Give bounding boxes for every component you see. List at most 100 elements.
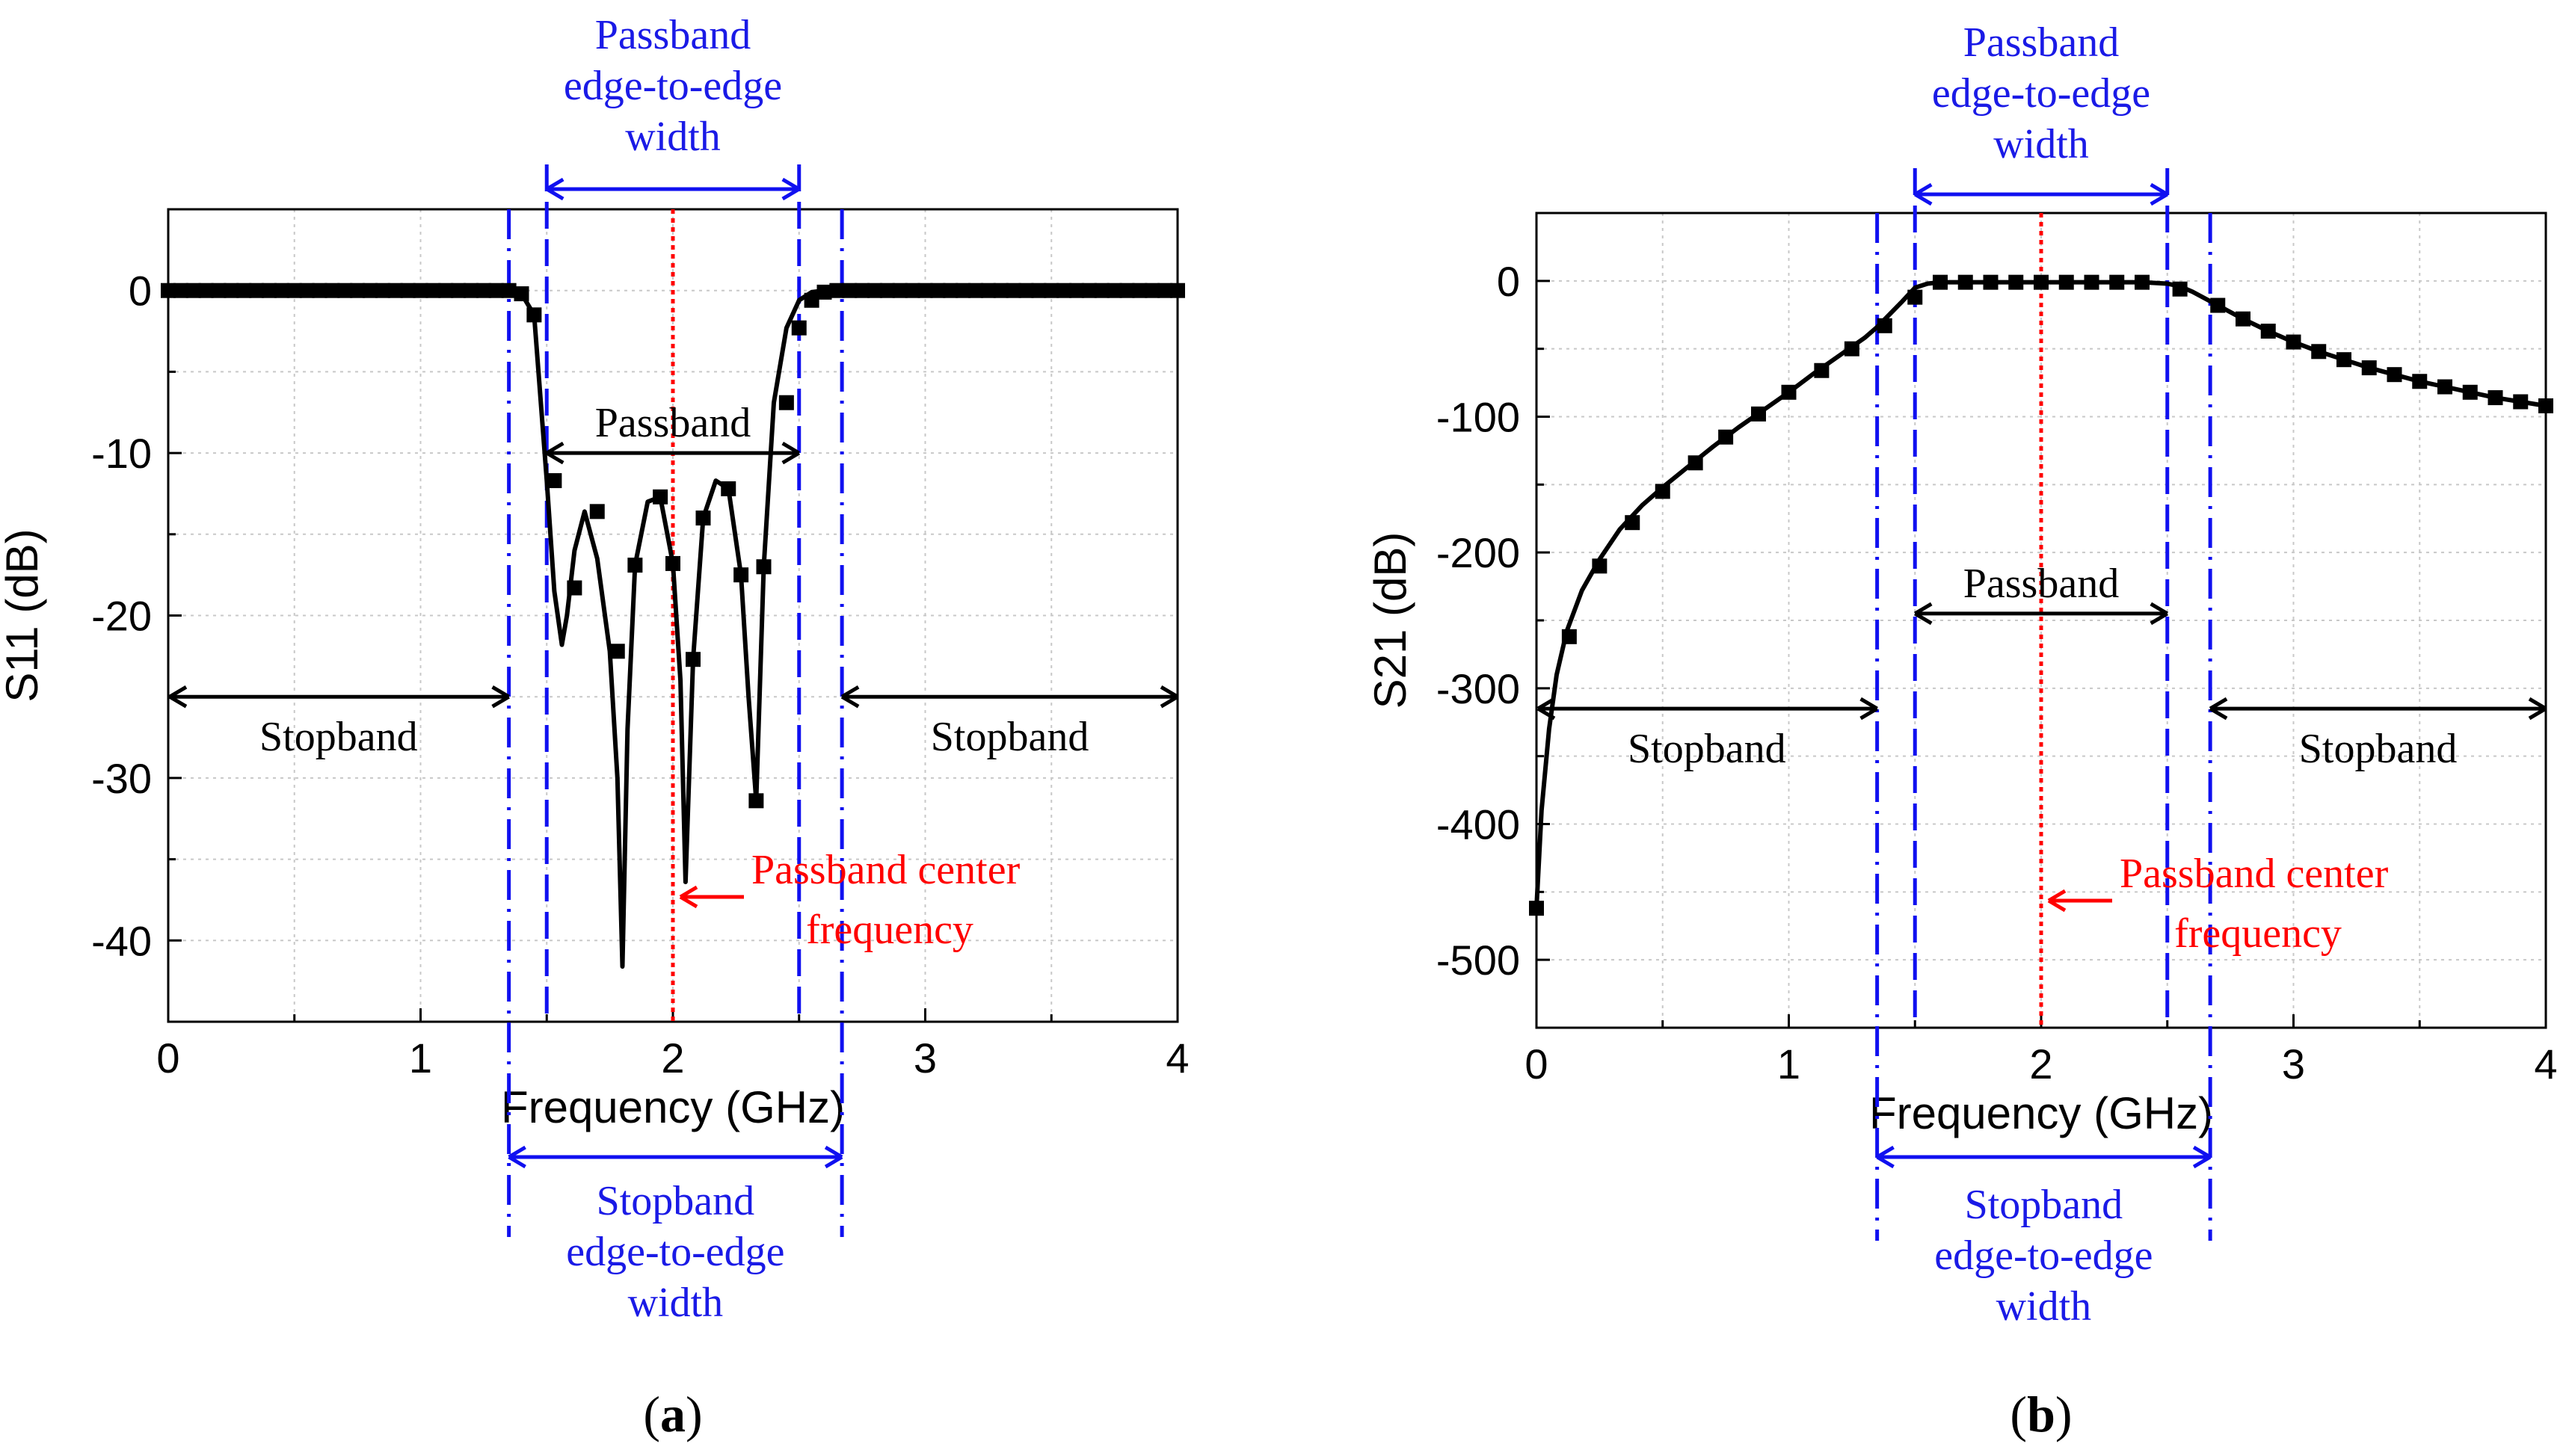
y-axis-title: S21 (dB) [1365,532,1415,709]
data-point [1094,283,1110,298]
data-point [686,652,701,667]
y-tick-label: -100 [1436,394,1520,441]
data-point [274,283,289,298]
y-axis-title: S11 (dB) [0,528,47,702]
series-markers [161,283,1185,809]
stopband-left-label: Stopband [259,714,418,760]
center-frequency-arrow-head-end [679,885,698,909]
stopband-right-arrow-head-end [1160,685,1179,709]
passband-width-arrow [545,177,801,201]
passband-width-label: Passband [1963,19,2119,66]
stopband-width-label: width [628,1280,724,1326]
data-point [438,283,454,298]
y-tick-label: -40 [91,917,152,964]
y-axis: 0 -10 -20 -30 -40 [91,268,182,964]
data-point [589,504,605,519]
data-point [1655,484,1670,499]
data-point [1069,283,1084,298]
center-frequency-label: Passband center [2120,851,2389,897]
data-point [185,283,201,298]
y-axis: 0 -100 -200 -300 -400 -500 [1436,258,1550,984]
data-point [791,320,807,336]
data-point [2210,297,2226,313]
data-point [262,283,277,298]
panel-label-open: ( [643,1386,660,1443]
x-tick-label: 3 [2282,1040,2305,1088]
x-tick-label: 1 [1777,1040,1800,1088]
data-point [627,558,643,573]
panel-label-open: ( [2010,1386,2027,1443]
x-tick-label: 1 [409,1034,432,1082]
panel-label: (b) [2010,1386,2072,1443]
passband-width-label: width [625,114,721,160]
data-point [567,580,582,596]
data-point [778,395,794,410]
data-point [1983,274,1999,290]
data-point [956,283,971,298]
y-tick-label: -500 [1436,937,1520,984]
stopband-width-arrow-head-start [508,1145,526,1169]
center-frequency-label: frequency [2174,910,2342,957]
passband-width-label: edge-to-edge [1932,70,2150,117]
stopband-width-arrow [1876,1145,2212,1169]
data-point [1031,283,1047,298]
data-point [2513,394,2529,410]
data-point [653,489,668,505]
data-point [1132,283,1148,298]
x-tick-label: 2 [2029,1040,2052,1088]
data-point [1625,515,1640,531]
data-point [400,283,416,298]
data-point [980,283,996,298]
x-axis-title: Frequency (GHz) [501,1082,845,1132]
data-point [2336,352,2351,368]
data-point [1561,629,1577,644]
y-tick-label: -20 [91,593,152,640]
data-point [867,283,882,298]
data-point [476,283,491,298]
panel-b: 0 1 2 3 4 0 -100 -200 -300 -400 -500 Frequency (GHz… [1365,19,2558,1443]
data-point [879,283,895,298]
passband-width-label: edge-to-edge [564,63,782,109]
data-point [173,283,188,298]
x-tick-label: 2 [661,1034,684,1082]
data-point [1529,901,1544,916]
data-point [1781,384,1797,400]
data-point [1933,274,1948,290]
x-tick-label: 0 [1525,1040,1548,1088]
data-point [695,510,711,526]
data-point [375,283,390,298]
data-point [1006,283,1021,298]
series-markers [1529,274,2553,916]
stopband-width-label: Stopband [1965,1182,2123,1228]
stopband-width-arrow [508,1145,843,1169]
y-tick-label: 0 [129,268,152,315]
x-tick-label: 3 [914,1034,937,1082]
data-point [363,283,378,298]
passband-width-arrow-head-start [1913,182,1933,206]
y-tick-label: -10 [91,430,152,477]
data-point [2236,311,2250,327]
stopband-width-label: edge-to-edge [566,1229,784,1275]
panel-a: 0 1 2 3 4 0 -10 -20 -30 -40 Frequency (GHz) S11 (dB… [0,12,1190,1443]
y-tick-label: -30 [91,755,152,802]
data-point [2538,398,2553,413]
data-point [1907,289,1923,305]
data-point [547,473,562,489]
x-tick-label: 0 [156,1034,179,1082]
stopband-left-arrow-head-end [491,685,510,709]
y-tick-label: -400 [1436,801,1520,848]
stopband-right-arrow-head-start [2209,697,2228,721]
data-point [609,644,625,659]
data-point [2058,274,2074,290]
stopband-right-arrow [840,685,1179,709]
data-point [1119,283,1135,298]
y-tick-label: -300 [1436,665,1520,712]
data-point [2361,360,2377,376]
stopband-left-arrow-head-start [1536,697,1556,721]
panel-label-letter: b [2027,1386,2055,1443]
y-tick-label: -200 [1436,529,1520,576]
stopband-left-arrow-head-end [1859,697,1878,721]
passband-arrow [545,441,801,465]
data-point [1751,406,1766,422]
